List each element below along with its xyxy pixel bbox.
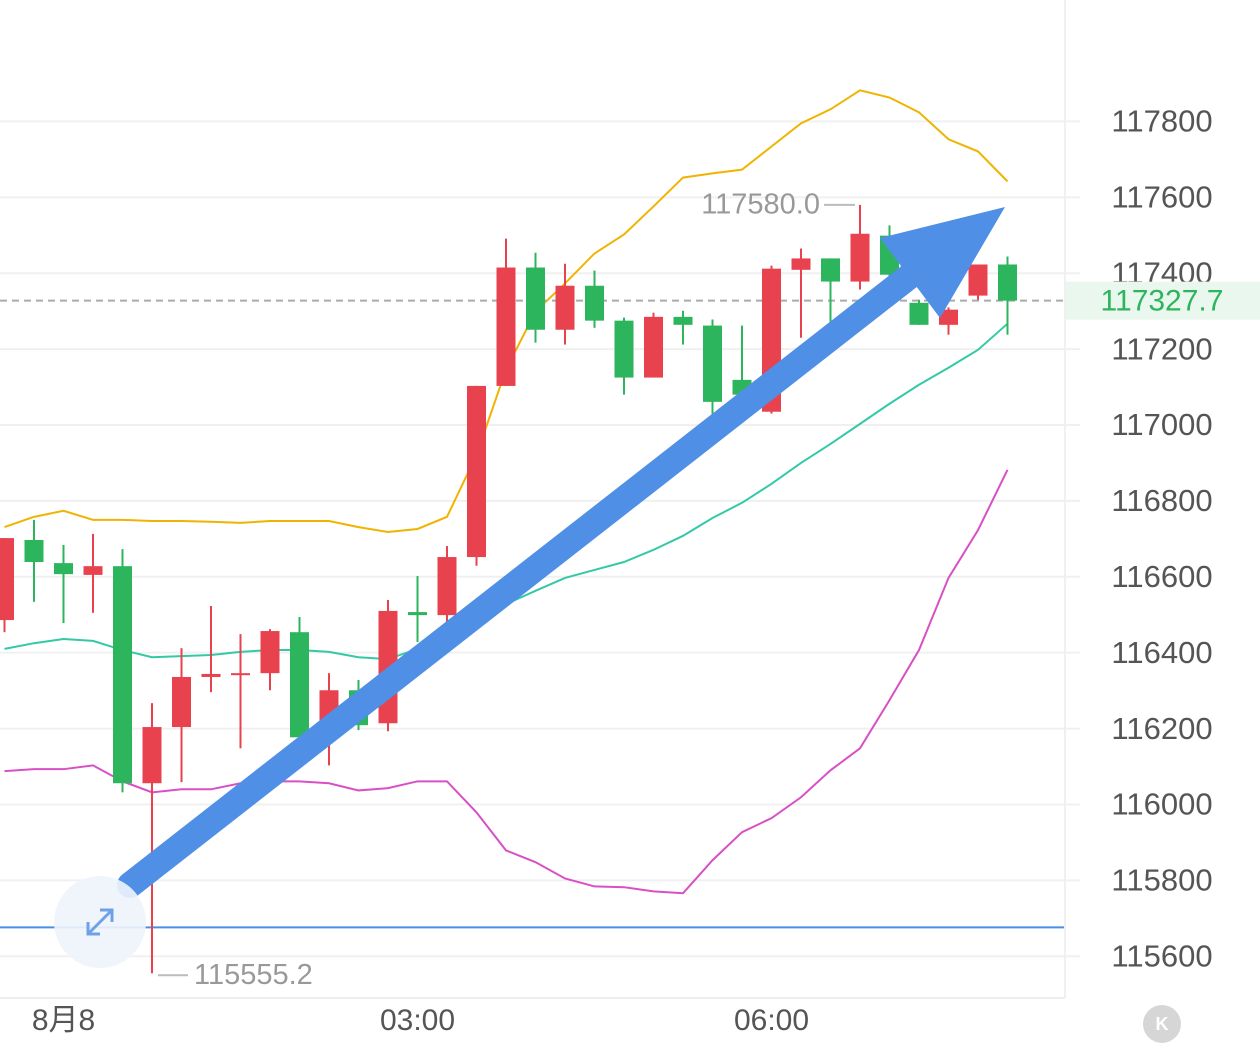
candle-body — [909, 302, 929, 325]
candle-body — [791, 258, 811, 270]
candle-body — [24, 539, 44, 562]
x-tick-label: 03:00 — [380, 1004, 455, 1037]
y-tick-label: 117000 — [1111, 407, 1212, 442]
candle-body — [113, 566, 132, 784]
y-tick-label: 116200 — [1111, 711, 1212, 746]
y-tick-label: 116800 — [1111, 483, 1212, 518]
candle-body — [968, 264, 988, 296]
candle-body — [496, 267, 516, 386]
candle-body — [201, 673, 221, 677]
y-tick-label: 116400 — [1111, 635, 1212, 670]
candle-body — [585, 285, 604, 321]
last-price-label: 117327.7 — [1101, 285, 1224, 318]
candle-body — [939, 309, 958, 325]
candle-body — [703, 325, 722, 402]
candle-body — [437, 557, 457, 616]
candle-body — [408, 612, 427, 616]
y-tick-label: 117800 — [1111, 104, 1212, 139]
candle-body — [231, 673, 250, 676]
y-tick-label: 115600 — [1111, 938, 1212, 973]
y-tick-label: 116000 — [1111, 787, 1212, 822]
low-label: 115555.2 — [194, 959, 313, 991]
candle-body — [555, 285, 575, 330]
expand-button[interactable] — [54, 876, 146, 968]
band-line — [4, 469, 1009, 895]
candle-body — [850, 233, 870, 282]
high-label: 117580.0 — [701, 189, 820, 221]
y-tick-label: 115800 — [1111, 863, 1212, 898]
candle-body — [467, 385, 486, 558]
candle-body — [83, 566, 103, 575]
candle-body — [673, 316, 693, 325]
last-price-box — [1066, 281, 1260, 320]
candle-body — [142, 727, 162, 784]
candle-body — [260, 631, 280, 674]
y-tick-label: 117600 — [1111, 180, 1212, 215]
y-tick-label: 116600 — [1111, 559, 1212, 594]
candle-body — [998, 264, 1017, 301]
k-button[interactable]: K — [1143, 1005, 1181, 1043]
candle-body — [644, 316, 663, 378]
candle-body — [54, 563, 73, 575]
candle-body — [526, 267, 545, 330]
candle-body — [821, 258, 840, 282]
x-tick-label: 06:00 — [734, 1004, 809, 1037]
x-tick-label: 8月8 — [32, 1004, 95, 1037]
svg-text:K: K — [1156, 1014, 1169, 1034]
candle-body — [290, 632, 309, 738]
candle-body — [614, 320, 634, 378]
candle-body — [0, 538, 14, 621]
candle-body — [172, 676, 191, 728]
y-tick-label: 117200 — [1111, 331, 1212, 366]
trend-arrow — [117, 207, 1005, 898]
